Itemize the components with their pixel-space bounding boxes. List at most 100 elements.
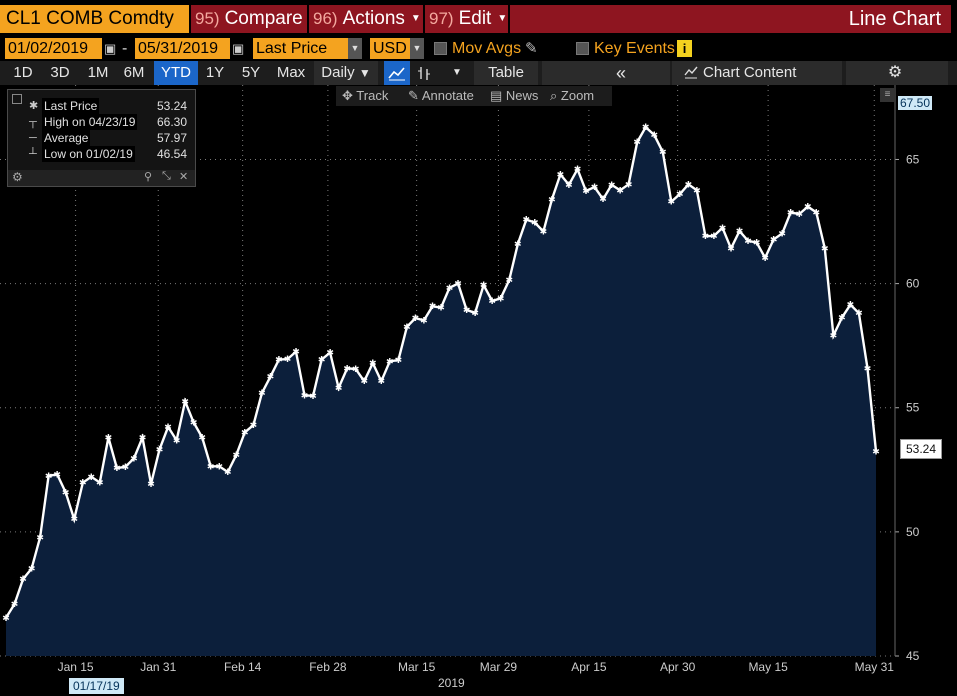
calendar-icon[interactable]: ▣ (232, 41, 245, 56)
data-point: ✱ (130, 454, 138, 464)
x-tick-label: Feb 28 (309, 660, 347, 674)
period-6m[interactable]: 6M (123, 64, 145, 81)
compare-button[interactable]: 95) Compare (191, 5, 307, 33)
legend-panel[interactable]: ✱ Last Price 53.24 ┬ High on 04/23/19 66.30 … (7, 89, 196, 187)
period-3d[interactable]: 3D (50, 64, 70, 81)
data-point: ✱ (215, 462, 223, 472)
period-ytd[interactable]: YTD (154, 61, 198, 85)
data-point: ✱ (28, 565, 36, 575)
data-point: ✱ (62, 488, 70, 498)
period-1d[interactable]: 1D (13, 64, 33, 81)
period-1m[interactable]: 1M (87, 64, 109, 81)
chevron-down-icon[interactable]: ▼ (348, 38, 362, 59)
annotate-tool[interactable]: ✎ Annotate (408, 88, 474, 104)
data-point: ✱ (420, 316, 428, 326)
data-point: ✱ (557, 170, 565, 180)
legend-collapse-icon[interactable] (12, 94, 22, 104)
chevron-down-icon[interactable]: ▼ (410, 38, 424, 59)
data-point: ✱ (233, 451, 241, 461)
price-chart[interactable]: ✱ ✱ ✱ ✱ ✱ ✱ ✱ ✱ ✱ ✱ ✱ ✱ ✱ ✱ ✱ ✱ ✱ ✱ ✱ ✱ ✱ ✱ ✱ ✱ ✱ ✱ ✱ ✱ ✱ ✱ ✱ ✱ ✱ ✱ ✱ ✱ ✱ ✱ ✱ ✱… (0, 85, 957, 696)
data-point: ✱ (574, 165, 582, 175)
gear-icon[interactable]: ⚙ (12, 170, 23, 184)
pin-icon[interactable]: ⚲ (144, 171, 153, 183)
x-tick-label: May 31 (855, 660, 895, 674)
actions-label: Actions (342, 8, 405, 30)
line-chart-icon[interactable] (384, 61, 410, 85)
data-point: ✱ (198, 434, 206, 444)
data-point: ✱ (591, 183, 599, 193)
data-point: ✱ (488, 297, 496, 307)
double-chevron-left-icon[interactable]: « (615, 63, 626, 83)
data-point: ✱ (454, 280, 462, 290)
data-point: ✱ (616, 186, 624, 196)
data-point: ✱ (471, 309, 479, 319)
data-point: ✱ (804, 203, 812, 213)
key-events-checkbox[interactable] (576, 42, 589, 55)
data-point: ✱ (96, 478, 104, 488)
period-max[interactable]: Max (276, 64, 306, 81)
data-point: ✱ (497, 294, 505, 304)
data-point: ✱ (369, 359, 377, 369)
zoom-tool[interactable]: ⌕ Zoom (550, 88, 594, 104)
chart-content-icon (684, 65, 698, 84)
date-separator: - (122, 40, 128, 57)
data-point: ✱ (864, 364, 872, 374)
calendar-icon[interactable]: ▣ (104, 41, 117, 56)
chevron-down-icon: ▼ (410, 13, 421, 24)
data-point: ✱ (838, 314, 846, 324)
legend-value: 57.97 (156, 131, 187, 145)
period-5y[interactable]: 5Y (241, 64, 261, 81)
x-tick-label: May 15 (748, 660, 788, 674)
y-tick-label: 45 (906, 649, 920, 663)
start-date-field[interactable]: 01/02/2019 (5, 38, 102, 59)
mov-avgs-checkbox[interactable] (434, 42, 447, 55)
data-point: ✱ (514, 240, 522, 250)
currency-value: USD (373, 40, 407, 57)
data-point: ✱ (241, 428, 249, 438)
chart-content-button[interactable]: Chart Content (672, 61, 842, 85)
y-tick-label: 65 (906, 152, 920, 166)
actions-button[interactable]: 96) Actions ▼ (309, 5, 423, 33)
data-point: ✱ (88, 473, 96, 483)
data-point: ✱ (625, 180, 633, 190)
data-point: ✱ (719, 224, 727, 234)
edit-button[interactable]: 97) Edit ▼ (425, 5, 508, 33)
data-point: ✱ (343, 364, 351, 374)
legend-row-last: ✱ Last Price 53.24 (8, 98, 195, 114)
price-markers: ✱ ✱ ✱ ✱ ✱ ✱ ✱ ✱ ✱ ✱ ✱ ✱ ✱ ✱ ✱ ✱ ✱ ✱ ✱ ✱ ✱ ✱ ✱ ✱ ✱ ✱ ✱ ✱ ✱ ✱ ✱ ✱ ✱ ✱ ✱ ✱ ✱ ✱ ✱ ✱… (2, 123, 880, 624)
legend-footer: ⚙ ⚲ ⤡ ✕ (8, 170, 195, 186)
scale-menu-icon[interactable]: ≡ (880, 88, 895, 102)
data-point: ✱ (292, 348, 300, 358)
frequency-select[interactable]: Daily ▼ (314, 61, 378, 85)
currency-select[interactable]: USD (370, 38, 410, 59)
news-tool[interactable]: ▤ News (490, 88, 538, 104)
data-point: ✱ (412, 314, 420, 324)
info-icon[interactable]: i (677, 40, 692, 57)
collapse-icon[interactable]: ⤡ (162, 170, 171, 182)
legend-label: Average (42, 130, 91, 146)
data-point: ✱ (813, 208, 821, 218)
table-button[interactable]: Table (474, 61, 538, 85)
news-icon: ▤ (490, 88, 503, 103)
bar-chart-icon[interactable] (412, 61, 436, 85)
data-point: ✱ (309, 392, 317, 402)
data-point: ✱ (250, 421, 258, 431)
data-point: ✱ (531, 219, 539, 229)
chevron-down-icon[interactable]: ▼ (452, 67, 462, 78)
pencil-icon[interactable]: ✎ (525, 40, 538, 57)
gear-icon[interactable]: ⚙ (887, 64, 903, 81)
data-point: ✱ (190, 418, 198, 428)
data-point: ✱ (463, 306, 471, 316)
period-1y[interactable]: 1Y (205, 64, 225, 81)
data-point: ✱ (79, 479, 87, 489)
x-start-date-label: 01/17/19 (69, 678, 124, 694)
y-tick-label: 55 (906, 401, 920, 415)
data-point: ✱ (505, 276, 513, 286)
data-point: ✱ (446, 284, 454, 294)
field-select[interactable]: Last Price (253, 38, 348, 59)
ticker-field[interactable]: CL1 COMB Comdty (0, 5, 189, 33)
close-icon[interactable]: ✕ (179, 171, 189, 183)
legend-value: 66.30 (156, 115, 187, 129)
track-tool[interactable]: ✥ Track (342, 88, 388, 104)
end-date-field[interactable]: 05/31/2019 (135, 38, 230, 59)
